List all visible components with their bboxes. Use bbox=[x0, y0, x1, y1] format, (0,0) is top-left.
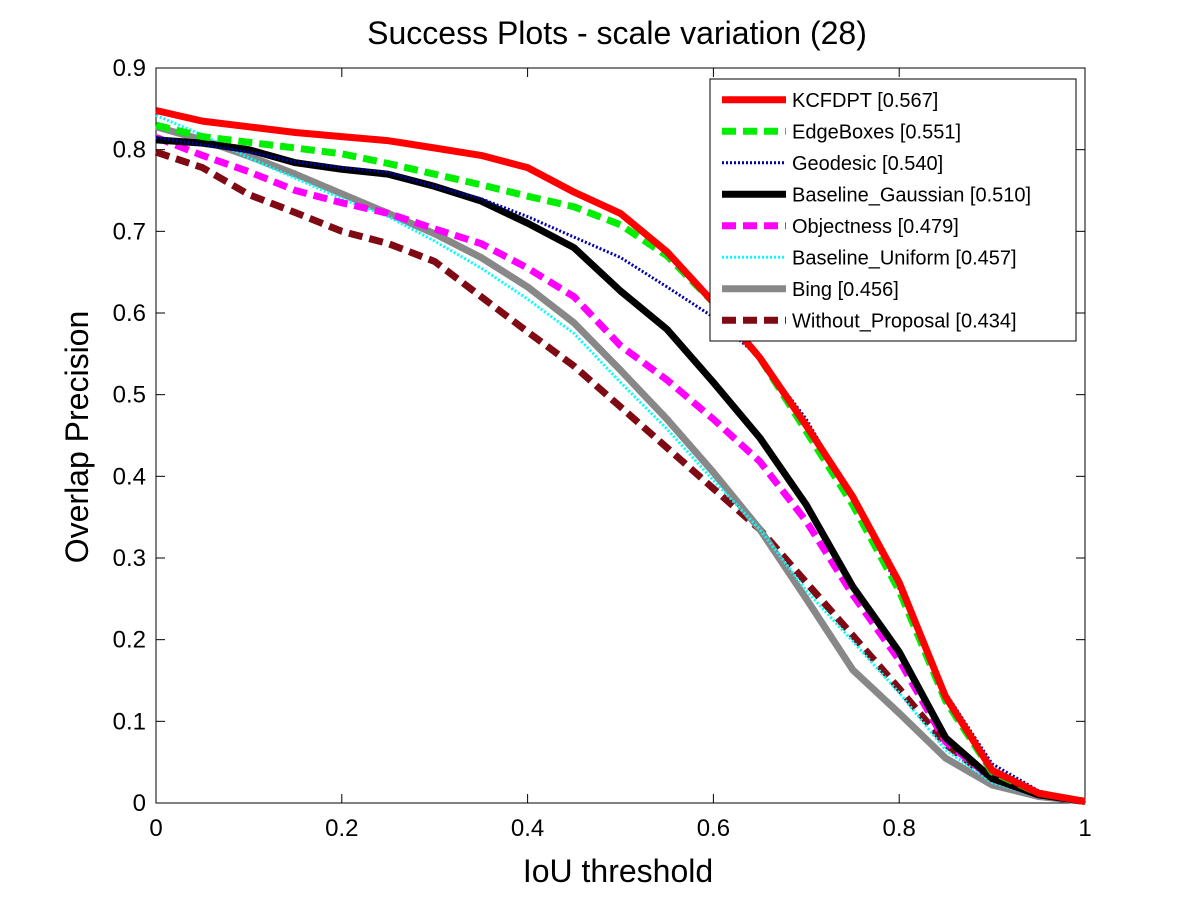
axis-ticks: 0 0.2 0.4 0.6 0.8 1 0 0.1 0.2 0.3 0.4 0.5 0.6 0.7 0.8 0… bbox=[113, 55, 1092, 842]
y-tick-label: 0.1 bbox=[113, 708, 146, 735]
legend-entry-label: Baseline_Uniform [0.457] bbox=[792, 247, 1017, 269]
series-line-6 bbox=[155, 114, 1086, 803]
x-tick-label: 0.6 bbox=[697, 815, 730, 842]
x-tick-label: 0.2 bbox=[325, 815, 358, 842]
legend-entry-label: Without_Proposal [0.434] bbox=[792, 310, 1017, 332]
x-tick-label: 0.4 bbox=[511, 815, 544, 842]
series-line-1 bbox=[155, 107, 1086, 805]
series-lines bbox=[154, 107, 1086, 805]
legend-entry-label: Baseline_Gaussian [0.510] bbox=[792, 184, 1031, 206]
y-tick-label: 0.2 bbox=[113, 627, 146, 654]
chart-title: Success Plots - scale variation (28) bbox=[367, 15, 867, 51]
legend-box bbox=[709, 78, 1077, 342]
y-tick-label: 0.6 bbox=[113, 300, 146, 327]
y-axis-label: Overlap Precision bbox=[59, 311, 95, 564]
y-tick-label: 0.8 bbox=[113, 137, 146, 164]
x-tick-label: 0 bbox=[149, 815, 162, 842]
legend-entry-label: KCFDPT [0.567] bbox=[792, 90, 938, 112]
legend-entry-label: Geodesic [0.540] bbox=[792, 153, 943, 175]
x-tick-label: 1 bbox=[1078, 815, 1091, 842]
y-tick-label: 0.9 bbox=[113, 55, 146, 82]
x-axis-label: IoU threshold bbox=[523, 853, 713, 889]
y-tick-label: 0.5 bbox=[113, 382, 146, 409]
y-tick-label: 0.3 bbox=[113, 545, 146, 572]
y-tick-label: 0.7 bbox=[113, 218, 146, 245]
legend-entry-label: Objectness [0.479] bbox=[792, 216, 959, 238]
x-tick-label: 0.8 bbox=[883, 815, 916, 842]
y-tick-label: 0.4 bbox=[113, 463, 146, 490]
y-tick-label: 0 bbox=[133, 790, 146, 817]
legend: KCFDPT [0.567] EdgeBoxes [0.551] Geodesic … bbox=[709, 78, 1077, 342]
series-line-8 bbox=[154, 148, 1086, 805]
legend-entry-label: EdgeBoxes [0.551] bbox=[792, 121, 961, 143]
legend-entry-label: Bing [0.456] bbox=[792, 279, 899, 301]
series-line-7 bbox=[155, 123, 1086, 805]
series-line-5 bbox=[154, 134, 1086, 805]
